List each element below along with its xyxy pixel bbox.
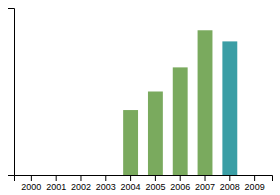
x-tick-label: 2008 — [220, 182, 240, 192]
x-tick-label: 2009 — [245, 182, 265, 192]
x-tick: 2005 — [145, 175, 165, 192]
x-tick-mark — [56, 175, 57, 181]
bar — [247, 175, 262, 176]
y-axis-line — [8, 9, 15, 176]
x-tick: 2000 — [21, 175, 41, 192]
y-axis — [8, 9, 15, 176]
x-tick-mark — [205, 175, 206, 181]
bar — [173, 67, 188, 175]
bar — [198, 30, 213, 175]
x-tick-label: 2007 — [195, 182, 215, 192]
bar — [222, 41, 237, 175]
bar — [123, 110, 138, 175]
x-tick-label: 2000 — [21, 182, 41, 192]
x-tick-mark — [105, 175, 106, 181]
x-tick-label: 2004 — [121, 182, 141, 192]
bars — [123, 30, 237, 175]
x-tick: 2006 — [170, 175, 190, 192]
bar — [98, 175, 113, 176]
x-tick-mark — [130, 175, 131, 181]
x-tick-label: 2002 — [71, 182, 91, 192]
x-tick-mark — [155, 175, 156, 181]
x-tick: 2008 — [220, 175, 240, 192]
x-tick-mark — [180, 175, 181, 181]
x-tick: 2007 — [195, 175, 215, 192]
x-tick-mark — [80, 175, 81, 181]
x-tick-mark — [229, 175, 230, 181]
x-tick: 2001 — [46, 175, 66, 192]
x-tick-mark — [31, 175, 32, 181]
x-axis: 2000 2001 2002 2003 2004 2005 2006 2007 2008 2009 — [15, 175, 273, 192]
x-axis-line — [15, 176, 273, 182]
bar — [148, 92, 163, 176]
x-tick: 2003 — [96, 175, 116, 192]
bar — [49, 175, 64, 176]
x-tick: 2004 — [121, 175, 141, 192]
x-tick: 2009 — [245, 175, 265, 192]
x-tick: 2002 — [71, 175, 91, 192]
x-tick-label: 2005 — [145, 182, 165, 192]
bar — [74, 175, 89, 176]
plot: 2000 2001 2002 2003 2004 2005 2006 2007 2008 2009 — [8, 9, 273, 193]
chart: 2000 2001 2002 2003 2004 2005 2006 2007 2008 2009 — [0, 0, 280, 195]
x-tick-label: 2003 — [96, 182, 116, 192]
x-tick-label: 2006 — [170, 182, 190, 192]
x-tick-label: 2001 — [46, 182, 66, 192]
x-tick-mark — [254, 175, 255, 181]
bar — [24, 175, 39, 176]
